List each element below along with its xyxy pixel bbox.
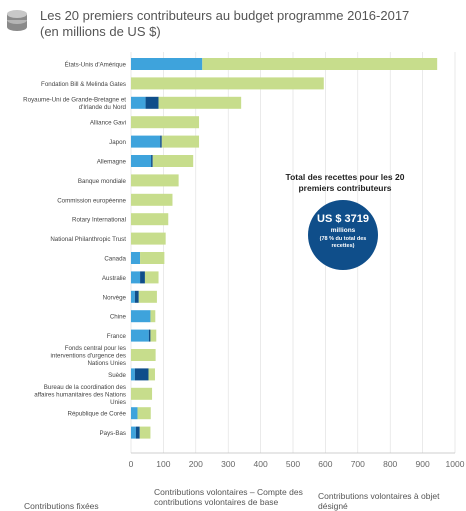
bar-specified (131, 77, 324, 90)
chart-title-line2: (en millions de US $) (40, 24, 161, 39)
category-label: d'Irlande du Nord (79, 104, 127, 111)
legend-item-core: Contributions volontaires – Compte des c… (154, 487, 303, 507)
x-tick-label: 200 (189, 459, 203, 469)
bar-specified (131, 193, 173, 206)
category-label: interventions d'urgence des (51, 353, 126, 360)
bar-specified (202, 58, 438, 70)
bar-specified (144, 271, 159, 284)
category-label: Rotary International (72, 217, 126, 224)
category-label: Allemagne (97, 159, 127, 166)
x-tick-label: 800 (383, 459, 397, 469)
category-label: Norvège (103, 294, 127, 301)
bar-assessed (131, 290, 135, 303)
category-label: Australie (102, 275, 127, 282)
bar-specified (139, 426, 151, 439)
category-label: Chine (110, 314, 127, 321)
category-label: Canada (104, 256, 126, 263)
x-tick-label: 300 (221, 459, 235, 469)
category-label: Fonds central pour les (65, 345, 126, 352)
total-callout-circle: US $ 3719 millions (78 % du total des re… (308, 200, 378, 270)
category-label: Suède (108, 372, 126, 379)
bar-chart: 0 100 200 300 400 500 600 700 800 900 1000 États-Un… (23, 52, 465, 469)
category-label: États-Unis d'Amérique (65, 62, 127, 69)
x-tick-label: 700 (351, 459, 365, 469)
category-label: Pays-Bas (100, 430, 126, 437)
category-label: National Philanthropic Trust (50, 236, 126, 243)
bar-core (148, 329, 151, 342)
bar-core (135, 426, 140, 439)
category-label: Fondation Bill & Melinda Gates (41, 81, 126, 88)
category-label: Commission européenne (57, 197, 126, 204)
chart-legend: Contributions fixées Contributions volon… (0, 484, 466, 511)
bar-specified (138, 290, 157, 303)
chart-title: Les 20 premiers contributeurs au budget … (40, 8, 409, 40)
bar-assessed (131, 310, 151, 323)
bar-assessed (131, 252, 141, 264)
coins-icon (7, 10, 27, 31)
bar-assessed (131, 271, 141, 284)
category-label: République de Corée (68, 411, 127, 418)
bar-core (134, 368, 149, 381)
x-tick-label: 100 (156, 459, 170, 469)
bar-specified (131, 213, 169, 226)
category-label: Bureau de la coordination des (44, 384, 126, 391)
category-label: Unies (110, 399, 126, 406)
bar-assessed (131, 58, 203, 70)
x-tick-label: 400 (254, 459, 268, 469)
bar-assessed (131, 155, 152, 167)
bar-assessed (131, 329, 149, 342)
bar-specified (140, 252, 165, 264)
total-callout-title: Total des recettes pour les 20 premiers … (285, 172, 405, 193)
bar-specified (131, 232, 166, 245)
bar-core (151, 155, 153, 167)
total-amount: US $ 3719 (317, 213, 369, 225)
bar-assessed (131, 426, 136, 439)
category-label: France (107, 333, 127, 340)
bar-specified (131, 349, 156, 361)
chart-title-line1: Les 20 premiers contributeurs au budget … (40, 8, 410, 23)
legend-item-specified: Contributions volontaires à objet désign… (318, 491, 440, 511)
bar-assessed (131, 368, 135, 381)
bar-core (140, 271, 145, 284)
bar-assessed (131, 407, 138, 420)
bar-specified (131, 174, 179, 187)
x-tick-label: 500 (286, 459, 300, 469)
bar-specified (152, 155, 194, 167)
total-unit: millions (330, 227, 356, 234)
legend-item-assessed: Contributions fixées (24, 501, 99, 511)
category-label: affaires humanitaires des Nations (34, 391, 126, 398)
bar-specified (150, 310, 156, 323)
bar-specified (137, 407, 151, 420)
x-tick-label: 1000 (446, 459, 465, 469)
bar-specified (150, 329, 157, 342)
bar-specified (148, 368, 155, 381)
bar-specified (131, 387, 153, 400)
total-share: (78 % du total des recettes) (319, 236, 367, 249)
bar-core (160, 135, 162, 148)
bar-specified (158, 96, 242, 109)
bar-core (145, 96, 159, 109)
x-tick-label: 900 (416, 459, 430, 469)
category-label: Japon (109, 139, 126, 146)
category-label: Nations Unies (87, 360, 126, 367)
bar-core (134, 290, 139, 303)
x-tick-label: 0 (129, 459, 134, 469)
bar-assessed (131, 135, 161, 148)
bar-assessed (131, 96, 146, 109)
category-label: Royaume-Uni de Grande-Bretagne et (23, 97, 126, 104)
bar-specified (131, 116, 200, 129)
bar-specified (161, 135, 200, 148)
chart-header: Les 20 premiers contributeurs au budget … (0, 0, 466, 46)
x-tick-label: 600 (318, 459, 332, 469)
category-label: Alliance Gavi (90, 120, 126, 127)
category-label: Banque mondiale (78, 178, 127, 185)
